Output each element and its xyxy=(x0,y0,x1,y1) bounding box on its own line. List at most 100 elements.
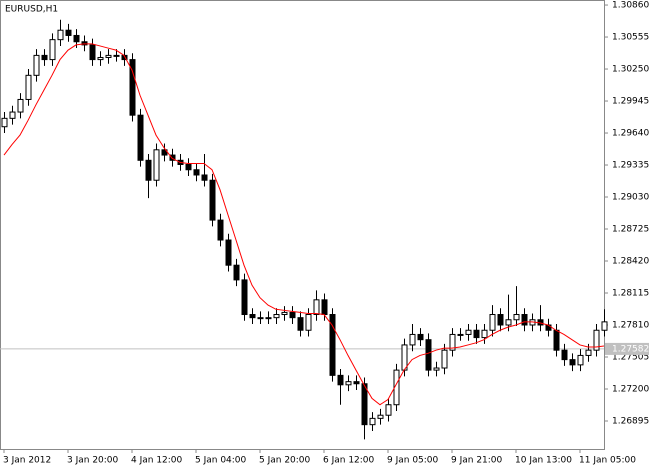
candle-body xyxy=(33,54,40,76)
candle-body xyxy=(329,314,336,376)
y-tick-label: 1.27200 xyxy=(612,384,649,394)
candle-body xyxy=(337,374,344,386)
candle-body xyxy=(217,219,224,241)
candle-body xyxy=(265,317,272,320)
candle-body xyxy=(409,333,416,346)
candle-body xyxy=(465,329,472,335)
candle-body xyxy=(457,333,464,336)
moving-average xyxy=(3,43,605,406)
candle-body xyxy=(377,414,384,419)
candle-body xyxy=(25,74,32,100)
y-tick-label: 1.26895 xyxy=(612,416,649,426)
candle-body xyxy=(201,174,208,181)
candle-body xyxy=(65,29,72,36)
candle-body xyxy=(505,319,512,326)
candle-body xyxy=(281,311,288,316)
x-tick-label: 3 Jan 2012 xyxy=(3,456,51,466)
candle-body xyxy=(313,299,320,316)
y-tick-label: 1.29030 xyxy=(612,193,649,203)
candle-body xyxy=(449,333,456,351)
candle-body xyxy=(481,329,488,339)
candle-body xyxy=(249,314,256,319)
candle-body xyxy=(225,239,232,266)
candle-body xyxy=(137,114,144,161)
candle-body xyxy=(521,314,528,326)
x-tick-label: 5 Jan 04:00 xyxy=(195,456,247,466)
candle-body xyxy=(601,321,608,331)
x-tick-label: 4 Jan 12:00 xyxy=(131,456,183,466)
x-tick-label: 10 Jan 13:00 xyxy=(515,456,572,466)
candle-body xyxy=(97,56,104,61)
candle-body xyxy=(585,349,592,356)
candle-body xyxy=(209,179,216,221)
candle-body xyxy=(577,354,584,366)
candle-body xyxy=(233,264,240,281)
candle-body xyxy=(361,383,368,426)
candle-body xyxy=(185,163,192,171)
candle-body xyxy=(489,314,496,331)
candle-body xyxy=(1,117,8,128)
candle-body xyxy=(593,329,600,351)
x-tick-label: 9 Jan 21:00 xyxy=(451,456,503,466)
y-tick-label: 1.29945 xyxy=(612,97,649,107)
candle-body xyxy=(473,329,480,339)
candle-body xyxy=(513,314,520,321)
candle-body xyxy=(393,369,400,406)
candle-body xyxy=(425,339,432,371)
candle-body xyxy=(305,314,312,331)
candle-body xyxy=(417,333,424,341)
candle-body xyxy=(273,314,280,319)
candle-body xyxy=(129,59,136,116)
candle-body xyxy=(433,367,440,371)
chart-title: EURUSD,H1 xyxy=(5,5,58,15)
candle-body xyxy=(569,359,576,366)
candle-body xyxy=(113,54,120,57)
candle-body xyxy=(345,381,352,386)
candle-body xyxy=(385,404,392,416)
candle-body xyxy=(145,159,152,181)
candle-body xyxy=(369,417,376,426)
candle-body xyxy=(73,34,80,43)
candle-body xyxy=(257,317,264,320)
candle-body xyxy=(241,279,248,316)
candle-body xyxy=(9,111,16,119)
candle-body xyxy=(193,169,200,176)
y-tick-label: 1.29640 xyxy=(612,129,649,139)
candle-body xyxy=(297,317,304,331)
candle-body xyxy=(57,29,64,41)
current-price-label: 1.27582 xyxy=(612,344,649,354)
candle-body xyxy=(553,329,560,351)
x-tick-label: 3 Jan 20:00 xyxy=(67,456,119,466)
candle-body xyxy=(49,39,56,61)
x-tick-label: 9 Jan 05:00 xyxy=(387,456,439,466)
x-tick-label: 5 Jan 20:00 xyxy=(259,456,311,466)
candle-body xyxy=(441,349,448,369)
y-tick-label: 1.27505 xyxy=(612,352,649,362)
candle-body xyxy=(153,149,160,181)
candle-body xyxy=(561,349,568,361)
candle-body xyxy=(401,344,408,371)
current-price-box xyxy=(605,342,649,355)
candle-body xyxy=(89,44,96,61)
x-tick-label: 11 Jan 05:00 xyxy=(579,456,636,466)
candle-body xyxy=(81,41,88,46)
candle-body xyxy=(289,311,296,319)
x-tick-label: 6 Jan 12:00 xyxy=(323,456,375,466)
y-tick-label: 1.30250 xyxy=(612,65,649,75)
y-tick-label: 1.28420 xyxy=(612,257,649,267)
candle-body xyxy=(105,54,112,58)
y-tick-label: 1.28115 xyxy=(612,289,649,299)
y-tick-label: 1.29335 xyxy=(612,161,649,171)
y-tick-label: 1.28725 xyxy=(612,225,649,235)
y-tick-label: 1.27810 xyxy=(612,321,649,331)
y-tick-label: 1.30555 xyxy=(612,33,649,43)
plot-frame xyxy=(0,0,605,450)
candle-body xyxy=(169,154,176,161)
candle-body xyxy=(41,54,48,61)
candle-body xyxy=(353,381,360,385)
candle-body xyxy=(17,98,24,113)
candle-body xyxy=(321,299,328,316)
y-tick-label: 1.30860 xyxy=(612,1,649,11)
candle-body xyxy=(497,314,504,326)
